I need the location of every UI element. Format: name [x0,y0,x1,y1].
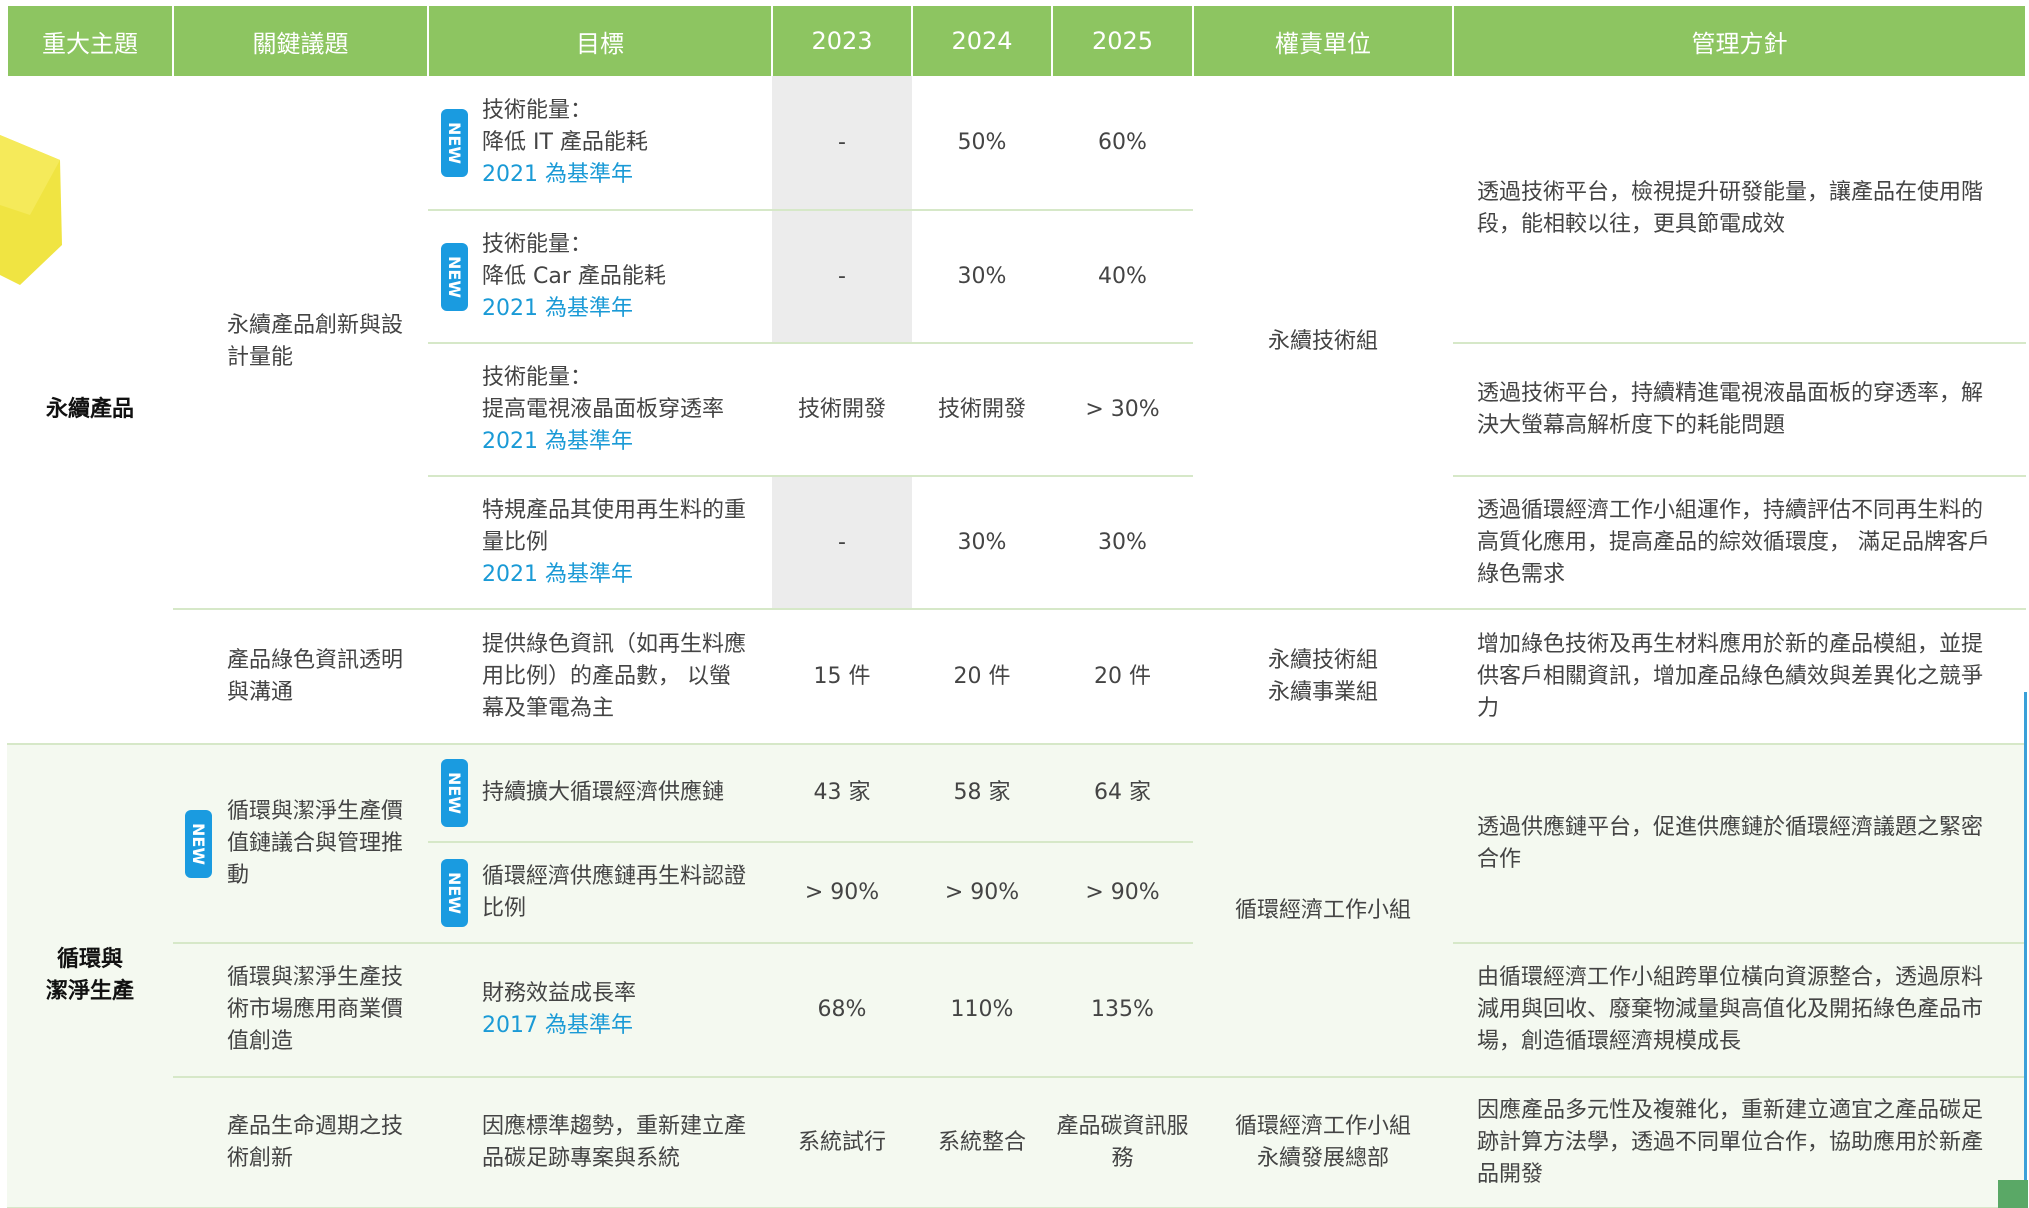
year-value: 產品碳資訊服務 [1052,1077,1193,1208]
year-value: 64 家 [1052,744,1193,842]
issue-text: 產品綠色資訊透明與溝通 [227,648,403,705]
goal-cell: NEW 持續擴大循環經濟供應鏈 [428,744,772,842]
table-row: 產品生命週期之技術創新 因應標準趨勢，重新建立產品碳足跡專案與系統系統試行系統整合… [7,1077,2026,1208]
new-badge: NEW [185,810,212,878]
year-value: - [772,76,912,210]
goal-cell: 特規產品其使用再生料的重量比例 2021 為基準年 [428,476,772,609]
goal-text: 技術能量： 降低 Car 產品能耗 [482,232,666,289]
year-value: 技術開發 [772,343,912,476]
goal-cell: 提供綠色資訊（如再生料應用比例）的產品數， 以螢幕及筆電為主 [428,609,772,744]
topic-cell: 永續產品 [7,76,173,744]
issue-cell: 循環與潔淨生產技術市場應用商業價值創造 [173,943,428,1077]
table-row: 產品綠色資訊透明與溝通 提供綠色資訊（如再生料應用比例）的產品數， 以螢幕及筆電為… [7,609,2026,744]
year-value: 20 件 [1052,609,1193,744]
table-row: 循環與潔淨生產技術市場應用商業價值創造 財務效益成長率 2017 為基準年 68%11… [7,943,2026,1077]
column-header: 權責單位 [1193,6,1453,76]
goal-cell: 財務效益成長率 2017 為基準年 [428,943,772,1077]
year-value: 135% [1052,943,1193,1077]
year-value: 30% [912,210,1052,343]
year-value: 15 件 [772,609,912,744]
column-header: 2024 [912,6,1052,76]
policy-cell: 因應產品多元性及複雜化，重新建立適宜之產品碳足跡計算方法學，透過不同單位合作，協… [1453,1077,2026,1208]
new-badge: NEW [441,109,468,177]
year-value: 43 家 [772,744,912,842]
goal-text: 因應標準趨勢，重新建立產品碳足跡專案與系統 [482,1114,746,1171]
owner-cell: 永續技術組 永續事業組 [1193,609,1453,744]
new-badge: NEW [441,243,468,311]
new-badge: NEW [441,859,468,927]
column-header: 目標 [428,6,772,76]
issue-text: 產品生命週期之技術創新 [227,1114,403,1171]
goal-cell: 技術能量： 提高電視液晶面板穿透率 2021 為基準年 [428,343,772,476]
policy-cell: 透過循環經濟工作小組運作，持續評估不同再生料的高質化應用，提高產品的綜效循環度，… [1453,476,2026,609]
policy-cell: 透過供應鏈平台，促進供應鏈於循環經濟議題之緊密合作 [1453,744,2026,943]
issue-cell: 永續產品創新與設計量能 [173,76,428,609]
year-value: 30% [1052,476,1193,609]
column-header: 關鍵議題 [173,6,428,76]
baseline-text: 2021 為基準年 [482,293,752,325]
goal-cell: NEW 技術能量： 降低 Car 產品能耗 2021 為基準年 [428,210,772,343]
owner-cell: 循環經濟工作小組 [1193,744,1453,1077]
year-value: 50% [912,76,1052,210]
page: 重大主題關鍵議題目標202320242025權責單位管理方針 永續產品永續產品創… [0,0,2029,1208]
issue-cell: 產品生命週期之技術創新 [173,1077,428,1208]
year-value: 58 家 [912,744,1052,842]
year-value: > 90% [1052,842,1193,943]
baseline-text: 2021 為基準年 [482,159,752,191]
year-value: - [772,476,912,609]
year-value: - [772,210,912,343]
year-value: 技術開發 [912,343,1052,476]
issue-cell: NEW 循環與潔淨生產價值鏈議合與管理推動 [173,744,428,943]
new-badge: NEW [441,759,468,827]
issue-text: 循環與潔淨生產價值鏈議合與管理推動 [227,799,403,888]
baseline-text: 2021 為基準年 [482,559,752,591]
year-value: > 30% [1052,343,1193,476]
issue-text: 永續產品創新與設計量能 [227,313,403,370]
goal-text: 特規產品其使用再生料的重量比例 [482,498,746,555]
goal-text: 財務效益成長率 [482,981,636,1006]
goal-text: 提供綠色資訊（如再生料應用比例）的產品數， 以螢幕及筆電為主 [482,632,746,721]
owner-cell: 循環經濟工作小組 永續發展總部 [1193,1077,1453,1208]
year-value: 68% [772,943,912,1077]
owner-cell: 永續技術組 [1193,76,1453,609]
policy-cell: 增加綠色技術及再生材料應用於新的產品模組，並提供客戶相關資訊，增加產品綠色績效與… [1453,609,2026,744]
column-header: 2025 [1052,6,1193,76]
goal-text: 持續擴大循環經濟供應鏈 [482,780,724,805]
topic-cell: 循環與 潔淨生產 [7,744,173,1208]
issue-cell: 產品綠色資訊透明與溝通 [173,609,428,744]
goal-text: 循環經濟供應鏈再生料認證比例 [482,864,746,921]
issue-text: 循環與潔淨生產技術市場應用商業價值創造 [227,965,403,1054]
goal-text: 技術能量： 提高電視液晶面板穿透率 [482,365,724,422]
column-header: 2023 [772,6,912,76]
goal-cell: NEW 循環經濟供應鏈再生料認證比例 [428,842,772,943]
scroll-indicator [2024,692,2027,1208]
year-value: > 90% [772,842,912,943]
policy-cell: 透過技術平台，持續精進電視液晶面板的穿透率，解決大螢幕高解析度下的耗能問題 [1453,343,2026,476]
year-value: 20 件 [912,609,1052,744]
goal-text: 技術能量： 降低 IT 產品能耗 [482,98,648,155]
goal-cell: NEW 技術能量： 降低 IT 產品能耗 2021 為基準年 [428,76,772,210]
year-value: 40% [1052,210,1193,343]
year-value: 30% [912,476,1052,609]
year-value: 60% [1052,76,1193,210]
column-header: 重大主題 [7,6,173,76]
baseline-text: 2021 為基準年 [482,426,752,458]
baseline-text: 2017 為基準年 [482,1010,752,1042]
policy-cell: 由循環經濟工作小組跨單位橫向資源整合，透過原料減用與回收、廢棄物減量與高值化及開… [1453,943,2026,1077]
year-value: 系統整合 [912,1077,1052,1208]
corner-marker [1998,1180,2028,1208]
goal-cell: 因應標準趨勢，重新建立產品碳足跡專案與系統 [428,1077,772,1208]
policy-cell: 透過技術平台，檢視提升研發能量，讓產品在使用階段，能相較以往，更具節電成效 [1453,76,2026,343]
column-header: 管理方針 [1453,6,2026,76]
year-value: 110% [912,943,1052,1077]
year-value: 系統試行 [772,1077,912,1208]
year-value: > 90% [912,842,1052,943]
